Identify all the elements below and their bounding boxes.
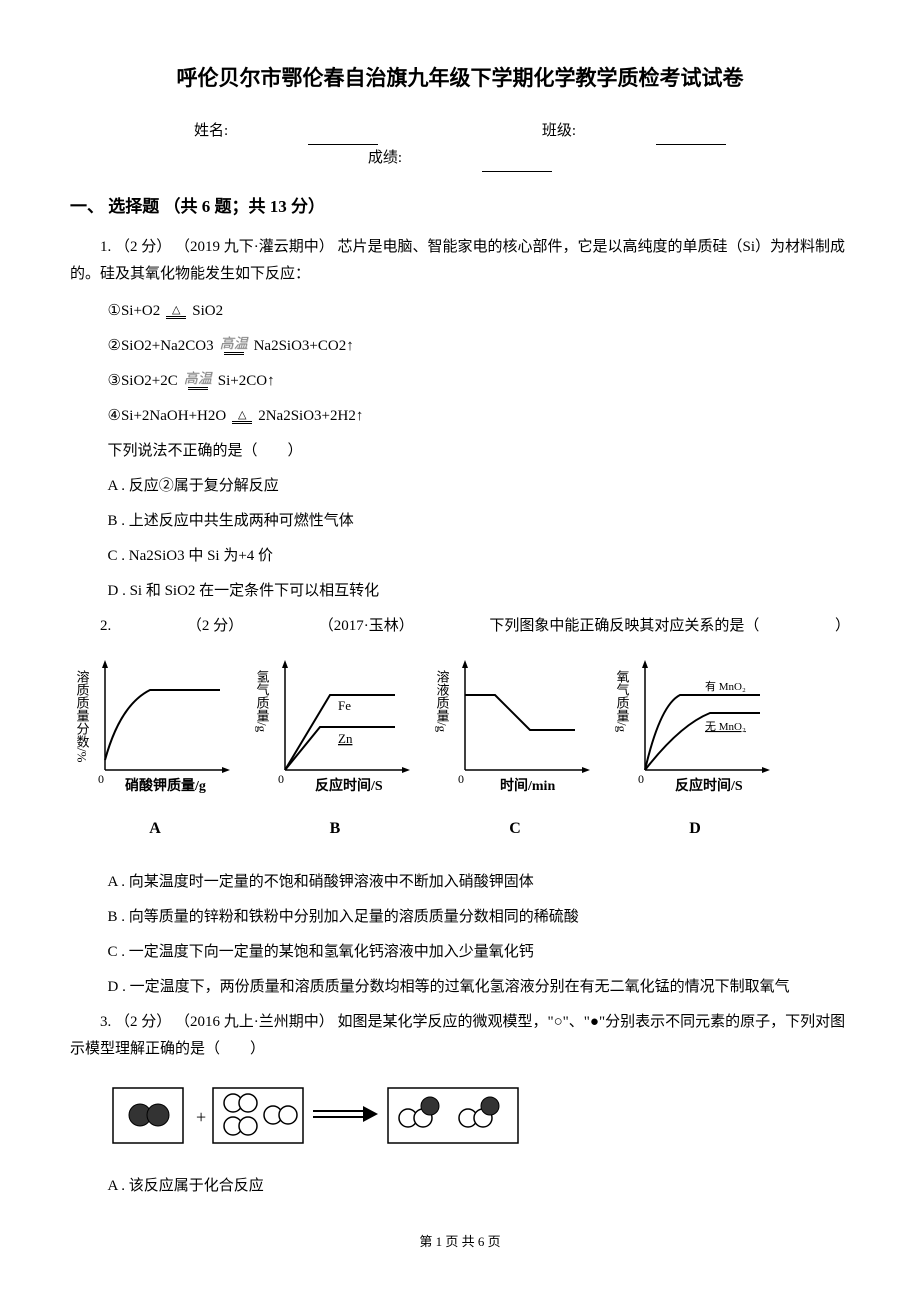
q1-optA: A . 反应②属于复分解反应 — [108, 473, 851, 500]
chart-A: 溶质质量分数/% 0 硝酸钾质量/g A — [70, 655, 240, 844]
svg-text:有 MnO₂: 有 MnO₂ — [705, 679, 746, 693]
chartA-label: A — [70, 815, 240, 844]
q1-prompt: 下列说法不正确的是（ ） — [108, 438, 851, 465]
q1-eq4: ④Si+2NaOH+H2O △ 2Na2SiO3+2H2↑ — [108, 403, 851, 430]
svg-text:时间/min: 时间/min — [500, 777, 555, 794]
q2-optA: A . 向某温度时一定量的不饱和硝酸钾溶液中不断加入硝酸钾固体 — [108, 869, 851, 896]
chart-B: 氢气质量/g Fe Zn 0 反应时间/S B — [250, 655, 420, 844]
page-footer: 第 1 页 共 6 页 — [70, 1230, 850, 1253]
class-field: 班级: — [502, 118, 766, 145]
chart-C: 溶液质量/g 0 时间/min C — [430, 655, 600, 844]
q3-optA: A . 该反应属于化合反应 — [108, 1173, 851, 1200]
chartA-ylabel: 溶质质量分数/% — [75, 670, 90, 763]
q1-eq1: ①Si+O2 △ SiO2 — [108, 298, 851, 325]
chartB-ylabel: 氢气质量/g — [255, 670, 270, 733]
q1-optB: B . 上述反应中共生成两种可燃性气体 — [108, 508, 851, 535]
q2-stem: 2. （2 分） （2017·玉林） 下列图象中能正确反映其对应关系的是（ ） — [70, 613, 850, 640]
q1-stem: 1. （2 分） （2019 九下·灌云期中） 芯片是电脑、智能家电的核心部件，… — [70, 234, 850, 288]
svg-text:反应时间/S: 反应时间/S — [315, 777, 383, 794]
svg-text:0: 0 — [98, 772, 104, 786]
q2-optB: B . 向等质量的锌粉和铁粉中分别加入足量的溶质质量分数相同的稀硫酸 — [108, 904, 851, 931]
q3-stem: 3. （2 分） （2016 九上·兰州期中） 如图是某化学反应的微观模型，"○… — [70, 1009, 850, 1063]
chartC-ylabel: 溶液质量/g — [435, 670, 450, 733]
svg-text:0: 0 — [278, 772, 284, 786]
svg-text:硝酸钾质量/g: 硝酸钾质量/g — [125, 777, 206, 794]
q1-optD: D . Si 和 SiO2 在一定条件下可以相互转化 — [108, 578, 851, 605]
svg-text:0: 0 — [638, 772, 644, 786]
name-field: 姓名: — [154, 118, 418, 145]
q3-diagram: + — [108, 1078, 851, 1163]
svg-text:无 MnO₂: 无 MnO₂ — [705, 721, 746, 733]
page-title: 呼伦贝尔市鄂伦春自治旗九年级下学期化学教学质检考试试卷 — [70, 60, 850, 98]
q2-optD: D . 一定温度下，两份质量和溶质质量分数均相等的过氧化氢溶液分别在有无二氧化锰… — [108, 974, 851, 1001]
chartC-label: C — [430, 815, 600, 844]
info-row: 姓名: 班级: 成绩: — [70, 118, 850, 172]
section-header: 一、 选择题 （共 6 题；共 13 分） — [70, 192, 850, 223]
q2-charts: 溶质质量分数/% 0 硝酸钾质量/g A 氢气质量/g Fe Zn 0 反应时间… — [70, 655, 850, 844]
svg-text:反应时间/S: 反应时间/S — [675, 777, 743, 794]
q1-eq2: ②SiO2+Na2CO3 高温 Na2SiO3+CO2↑ — [108, 333, 851, 360]
chart-D: 氧气质量/g 有 MnO₂ 无 MnO₂ 0 反应时间/S D — [610, 655, 780, 844]
q1-eq3: ③SiO2+2C 高温 Si+2CO↑ — [108, 368, 851, 395]
svg-text:+: + — [196, 1107, 206, 1127]
q2-optC: C . 一定温度下向一定量的某饱和氢氧化钙溶液中加入少量氧化钙 — [108, 939, 851, 966]
svg-text:Fe: Fe — [338, 698, 351, 713]
q1-optC: C . Na2SiO3 中 Si 为+4 价 — [108, 543, 851, 570]
svg-text:0: 0 — [458, 772, 464, 786]
chartB-label: B — [250, 815, 420, 844]
chartD-label: D — [610, 815, 780, 844]
chartD-ylabel: 氧气质量/g — [615, 670, 630, 733]
svg-text:Zn: Zn — [338, 731, 353, 746]
score-field: 成绩: — [328, 145, 592, 172]
